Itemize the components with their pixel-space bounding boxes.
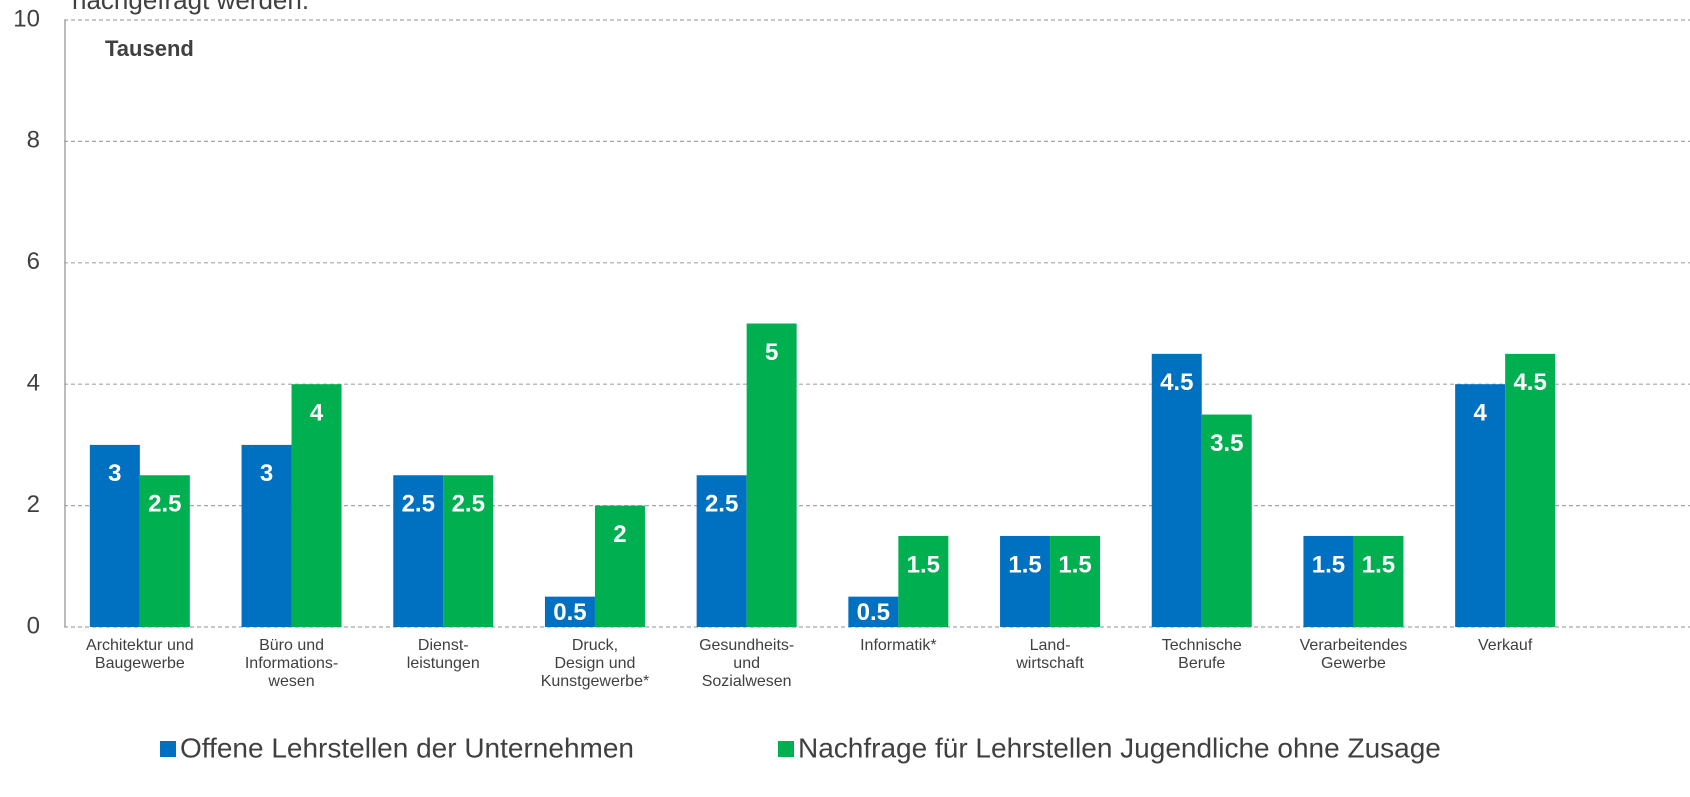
bar	[848, 596, 899, 627]
legend-label: Offene Lehrstellen der Unternehmen	[180, 732, 634, 763]
x-tick-label: wesen	[267, 673, 314, 690]
bar	[696, 475, 747, 627]
value-label: 3.5	[1210, 430, 1243, 457]
x-tick-label: Architektur und	[86, 637, 194, 654]
x-tick-label: Gewerbe	[1321, 655, 1386, 672]
x-tick-label: Kunstgewerbe*	[541, 673, 650, 690]
x-tick-label: Verarbeitendes	[1300, 637, 1408, 654]
value-label: 1.5	[1058, 551, 1091, 578]
y-tick-label: 0	[27, 612, 40, 639]
value-label: 3	[260, 460, 273, 487]
x-tick-label: Dienst-	[418, 637, 469, 654]
value-label: 4.5	[1160, 369, 1193, 396]
bar	[746, 323, 797, 627]
value-label: 0.5	[553, 599, 586, 626]
bar	[291, 384, 342, 627]
value-label: 2	[613, 521, 626, 548]
legend-label: Nachfrage für Lehrstellen Jugendliche oh…	[798, 732, 1441, 763]
y-tick-label: 6	[27, 248, 40, 275]
y-tick-label: 4	[27, 370, 40, 397]
x-tick-label: Gesundheits-	[699, 637, 794, 654]
value-label: 2.5	[452, 491, 485, 518]
value-label: 3	[108, 460, 121, 487]
x-tick-label: Informations-	[245, 655, 338, 672]
bar	[1050, 535, 1101, 627]
x-tick-label: und	[733, 655, 760, 672]
value-label: 2.5	[402, 491, 435, 518]
bar	[443, 475, 494, 627]
chart-title: nachgefragt werden.	[72, 0, 309, 15]
legend-swatch	[160, 741, 176, 757]
value-label: 1.5	[1312, 551, 1345, 578]
x-tick-label: Büro und	[259, 637, 324, 654]
x-tick-label: Sozialwesen	[702, 673, 792, 690]
value-label: 4	[1473, 400, 1487, 427]
bar	[1151, 353, 1202, 627]
bar	[1201, 414, 1252, 627]
value-label: 5	[765, 339, 778, 366]
bar	[241, 444, 292, 627]
bar	[1000, 535, 1051, 627]
bar	[1455, 384, 1506, 627]
bar	[1303, 535, 1354, 627]
x-tick-label: Land-	[1030, 637, 1071, 654]
legend-swatch	[778, 741, 794, 757]
y-tick-label: 2	[27, 491, 40, 518]
value-label: 1.5	[907, 551, 940, 578]
value-label: 4.5	[1513, 369, 1546, 396]
value-label: 1.5	[1008, 551, 1041, 578]
value-label: 4	[310, 400, 324, 427]
x-tick-label: Design und	[554, 655, 635, 672]
x-tick-label: Technische	[1162, 637, 1242, 654]
x-tick-label: Informatik*	[860, 637, 936, 654]
bar	[594, 505, 645, 627]
unit-label: Tausend	[105, 36, 194, 61]
x-tick-label: Druck,	[572, 637, 618, 654]
x-tick-label: leistungen	[407, 655, 480, 672]
bar	[898, 535, 949, 627]
bar	[393, 475, 444, 627]
bar	[89, 444, 140, 627]
value-label: 0.5	[857, 599, 890, 626]
x-tick-label: Baugewerbe	[95, 655, 185, 672]
y-tick-label: 8	[27, 127, 40, 154]
x-tick-label: Berufe	[1178, 655, 1225, 672]
bar	[139, 475, 190, 627]
value-label: 1.5	[1362, 551, 1395, 578]
y-tick-label: 10	[13, 5, 40, 32]
bar	[1353, 535, 1404, 627]
value-label: 2.5	[148, 491, 181, 518]
bar	[544, 596, 595, 627]
bar	[1505, 353, 1556, 627]
x-tick-label: wirtschaft	[1015, 655, 1084, 672]
value-label: 2.5	[705, 491, 738, 518]
x-tick-label: Verkauf	[1478, 637, 1533, 654]
